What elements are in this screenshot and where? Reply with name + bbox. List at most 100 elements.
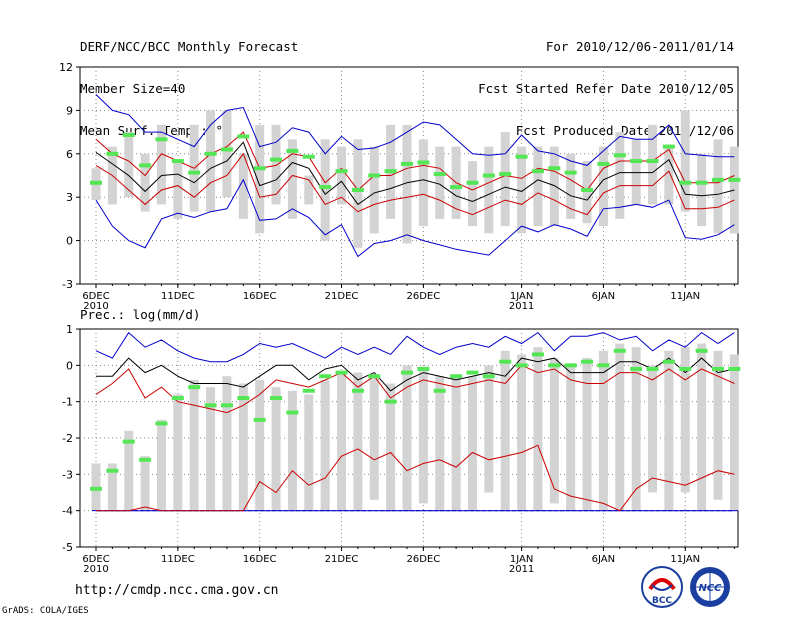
temp-box — [549, 146, 559, 227]
prec-outer-high-line — [95, 331, 735, 363]
prec-box — [697, 343, 707, 511]
prec-box — [582, 358, 592, 511]
temp-xtick-label: 1JAN — [510, 291, 533, 302]
prec-box — [386, 383, 396, 511]
prec-median-mark — [171, 396, 184, 401]
temp-ytick-label: 6 — [66, 148, 73, 161]
temp-box — [500, 132, 510, 227]
prec-median-mark — [679, 366, 692, 371]
prec-xtick-year: 2010 — [83, 564, 108, 575]
source-url[interactable]: http://cmdp.ncc.cma.gov.cn — [75, 583, 279, 598]
prec-median-mark — [695, 348, 708, 353]
prec-box — [156, 419, 166, 511]
prec-median-mark — [433, 388, 446, 393]
prec-median-mark — [499, 359, 512, 364]
start-date: Fcst Started Refer Date 2010/12/05 — [478, 81, 734, 96]
temp-box — [435, 146, 445, 219]
prec-box — [517, 354, 527, 511]
temp-box — [206, 110, 216, 212]
temp-median-mark — [466, 180, 479, 185]
temp-median-mark — [188, 170, 201, 175]
temp-box — [255, 124, 265, 234]
prec-median-mark — [564, 363, 577, 368]
prec-ytick-label: -5 — [62, 541, 73, 554]
prec-box — [451, 376, 461, 511]
prec-xtick-label: 11DEC — [161, 554, 195, 565]
prec-median-mark — [155, 421, 168, 426]
forecast-period: For 2010/12/06-2011/01/14 — [545, 39, 734, 54]
temp-box — [517, 146, 527, 234]
prec-box — [549, 358, 559, 504]
temp-box — [566, 153, 576, 219]
prec-median-mark — [482, 374, 495, 379]
temp-median-mark — [368, 173, 381, 178]
temp-median-mark — [695, 180, 708, 185]
prec-box — [631, 347, 641, 511]
temp-median-mark — [613, 153, 626, 158]
temp-box — [271, 124, 281, 205]
prec-xtick-label: 1JAN — [510, 554, 533, 565]
prec-xtick-year: 2011 — [509, 564, 534, 575]
prec-median-mark — [646, 366, 659, 371]
prec-median-mark — [581, 359, 594, 364]
temp-box — [124, 132, 134, 198]
prec-box — [418, 368, 428, 504]
temp-box — [697, 153, 707, 227]
prec-median-mark — [139, 457, 152, 462]
temp-median-mark — [564, 170, 577, 175]
prec-median-mark — [531, 352, 544, 357]
prec-box — [206, 387, 216, 511]
prec-box — [402, 365, 412, 511]
temp-xtick-label: 21DEC — [325, 291, 359, 302]
prec-mean-line — [96, 357, 735, 392]
produced-date: Fcst Produced Date 2010/12/06 — [515, 123, 734, 138]
temp-box — [484, 146, 494, 234]
temp-box — [287, 139, 297, 219]
temp-box — [156, 124, 166, 205]
prec-median-mark — [106, 468, 119, 473]
temp-median-mark — [319, 185, 332, 190]
temp-median-mark — [597, 161, 610, 166]
prec-median-mark — [450, 374, 463, 379]
temp-median-mark — [728, 177, 741, 182]
prec-box — [484, 365, 494, 493]
temp-median-mark — [90, 180, 102, 185]
temp-xtick-label: 26DEC — [407, 291, 441, 302]
temp-median-mark — [581, 187, 594, 192]
prec-median-mark — [319, 374, 332, 379]
prec-median-mark — [220, 403, 233, 408]
bcc-logo: BCC — [641, 566, 683, 608]
temp-median-mark — [712, 177, 724, 182]
grads-credit: GrADS: COLA/IGES — [2, 606, 89, 616]
prec-box — [369, 376, 379, 500]
prec-box — [729, 354, 739, 511]
temp-xtick-year: 2010 — [83, 301, 108, 312]
temp-box — [664, 146, 674, 205]
temp-median-mark — [384, 169, 397, 174]
temp-median-mark — [122, 132, 135, 137]
prec-box — [533, 347, 543, 511]
prec-median-mark — [368, 374, 381, 379]
prec-box — [648, 365, 658, 493]
prec-box — [615, 343, 625, 511]
temp-median-mark — [646, 159, 659, 164]
temp-median-mark — [679, 180, 692, 185]
prec-box — [107, 463, 117, 511]
prec-median-mark — [270, 396, 283, 401]
temp-median-mark — [417, 160, 430, 165]
temp-box — [467, 161, 477, 227]
temp-box — [173, 161, 183, 219]
temp-median-mark — [220, 147, 233, 152]
prec-median-mark — [401, 370, 413, 375]
temp-median-mark — [253, 166, 266, 171]
temp-median-mark — [499, 172, 512, 177]
temp-outer-high-line — [95, 94, 735, 166]
temp-inner-high-line — [95, 131, 735, 191]
temp-box — [582, 161, 592, 224]
prec-box — [664, 350, 674, 511]
prec-xtick-label: 26DEC — [407, 554, 441, 565]
member-size: Member Size=40 — [80, 81, 186, 96]
temp-box — [648, 124, 658, 205]
